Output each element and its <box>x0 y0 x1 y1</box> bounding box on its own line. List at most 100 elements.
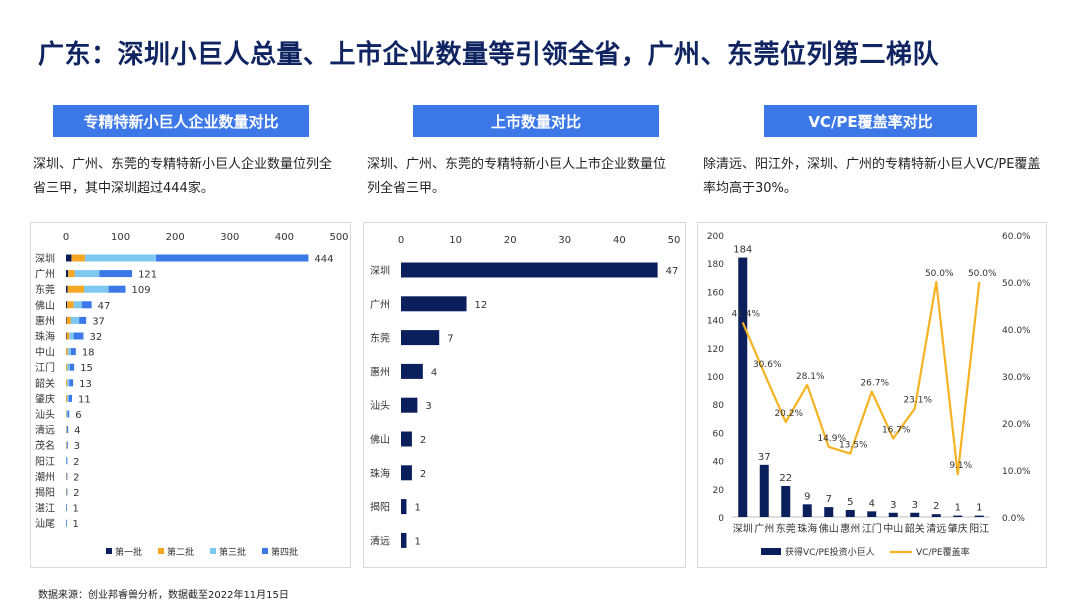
bar-data-label: 2 <box>933 501 939 512</box>
bar-segment <box>66 457 68 465</box>
data-label: 1 <box>414 536 420 547</box>
category-label: 揭阳 <box>370 501 390 514</box>
bar-segment <box>79 316 87 324</box>
bar-segment <box>67 301 74 309</box>
y-tick-label: 40 <box>713 458 725 468</box>
y-tick-label: 100 <box>707 373 724 383</box>
bar-segment <box>66 410 68 418</box>
coverage-line <box>741 280 981 476</box>
y-tick-label: 180 <box>707 260 724 270</box>
bar <box>738 257 748 517</box>
category-label: 清远 <box>926 522 946 535</box>
data-label: 7 <box>447 334 453 345</box>
category-label: 深圳 <box>733 523 753 535</box>
line-data-label: 26.7% <box>860 379 889 389</box>
bar-segment <box>67 426 69 434</box>
data-label: 1 <box>414 503 420 514</box>
data-label: 109 <box>132 285 151 296</box>
x-tick-label: 30 <box>558 235 571 246</box>
bar-segment <box>66 519 67 527</box>
category-label: 韶关 <box>35 377 55 390</box>
bar-segment <box>66 348 68 356</box>
category-label: 佛山 <box>819 522 839 535</box>
category-label: 汕尾 <box>35 518 55 530</box>
bar-segment <box>67 410 70 418</box>
line-data-label: 23.1% <box>903 395 932 405</box>
bar-segment <box>66 301 68 309</box>
bar <box>910 512 920 517</box>
category-label: 珠海 <box>370 467 390 480</box>
category-label: 江门 <box>862 522 882 535</box>
category-label: 深圳 <box>370 265 390 277</box>
x-tick-label: 50 <box>668 235 681 246</box>
bar-segment <box>73 301 82 309</box>
bar <box>953 515 963 517</box>
category-label: 珠海 <box>797 522 817 535</box>
category-label: 广州 <box>370 299 390 311</box>
line-data-label: 14.9% <box>817 434 846 444</box>
line-data-label: 16.7% <box>882 426 911 436</box>
category-label: 清远 <box>370 534 390 547</box>
little-giants-chart-panel: 0 100 200 300 400 500 深圳 444 广州 121 东莞 109 佛山 47 惠州 37 珠… <box>30 222 351 568</box>
section-desc-vcpe: 除清远、阳江外，深圳、广州的专精特新小巨人VC/PE覆盖率均高于30%。 <box>703 157 1041 196</box>
data-label: 3 <box>74 441 80 452</box>
legend-swatch <box>262 548 268 554</box>
bar-segment <box>66 363 68 371</box>
x-tick-label: 200 <box>166 232 185 243</box>
legend-swatch <box>210 548 216 554</box>
bar-data-label: 37 <box>758 452 771 463</box>
bar-segment <box>74 270 100 278</box>
bar-segment <box>66 410 67 418</box>
bar-segment <box>66 488 68 496</box>
x-tick-label: 0 <box>398 235 404 246</box>
bar-data-label: 1 <box>955 503 961 514</box>
data-label: 6 <box>75 410 81 421</box>
category-label: 阳江 <box>35 456 55 468</box>
y2-tick-label: 20.0% <box>1002 420 1031 430</box>
legend-label: 第四批 <box>271 546 298 558</box>
line-data-label: 50.0% <box>968 269 997 279</box>
bar-segment <box>67 348 71 356</box>
category-label: 深圳 <box>35 253 55 265</box>
category-label: 东莞 <box>776 522 796 535</box>
category-label: 汕头 <box>370 400 390 412</box>
line-data-label: 9.1% <box>949 461 972 471</box>
category-label: 阳江 <box>969 523 989 535</box>
bar-data-label: 22 <box>779 473 792 484</box>
x-tick-label: 500 <box>329 232 348 243</box>
bar-segment <box>70 348 76 356</box>
bar-segment <box>66 504 67 512</box>
category-label: 佛山 <box>370 433 390 446</box>
legend-swatch <box>106 548 112 554</box>
bar-data-label: 3 <box>890 500 896 511</box>
bar <box>845 509 855 517</box>
y-tick-label: 80 <box>713 401 725 411</box>
category-label: 清远 <box>35 424 55 437</box>
vcpe-chart-panel: 0 20 40 60 80 100 120 140 160 180 200 0.0% 10.0% 20.0… <box>697 222 1047 568</box>
bar-segment <box>68 394 73 402</box>
y2-tick-label: 60.0% <box>1002 232 1031 242</box>
category-label: 肇庆 <box>948 522 968 535</box>
data-label: 3 <box>425 401 431 412</box>
bar-segment <box>66 379 68 387</box>
bar-segment <box>66 394 68 402</box>
y-tick-label: 160 <box>707 288 724 298</box>
category-label: 揭阳 <box>35 486 55 499</box>
line-data-label: 28.1% <box>796 372 825 382</box>
bar-data-label: 7 <box>826 494 832 505</box>
bar <box>401 465 412 481</box>
category-label: 佛山 <box>35 299 55 312</box>
bar <box>401 431 412 447</box>
bar-segment <box>69 379 74 387</box>
bar <box>401 296 467 312</box>
bar-segment <box>67 363 70 371</box>
category-label: 潮州 <box>35 470 55 483</box>
data-label: 47 <box>98 301 111 312</box>
category-label: 茂名 <box>35 439 55 452</box>
data-label: 13 <box>79 379 92 390</box>
legend-label-bar: 获得VC/PE投资小巨人 <box>785 546 875 558</box>
data-label: 47 <box>666 266 679 277</box>
bar-segment <box>66 332 67 340</box>
data-label: 1 <box>73 519 79 530</box>
bar-segment <box>66 285 68 293</box>
